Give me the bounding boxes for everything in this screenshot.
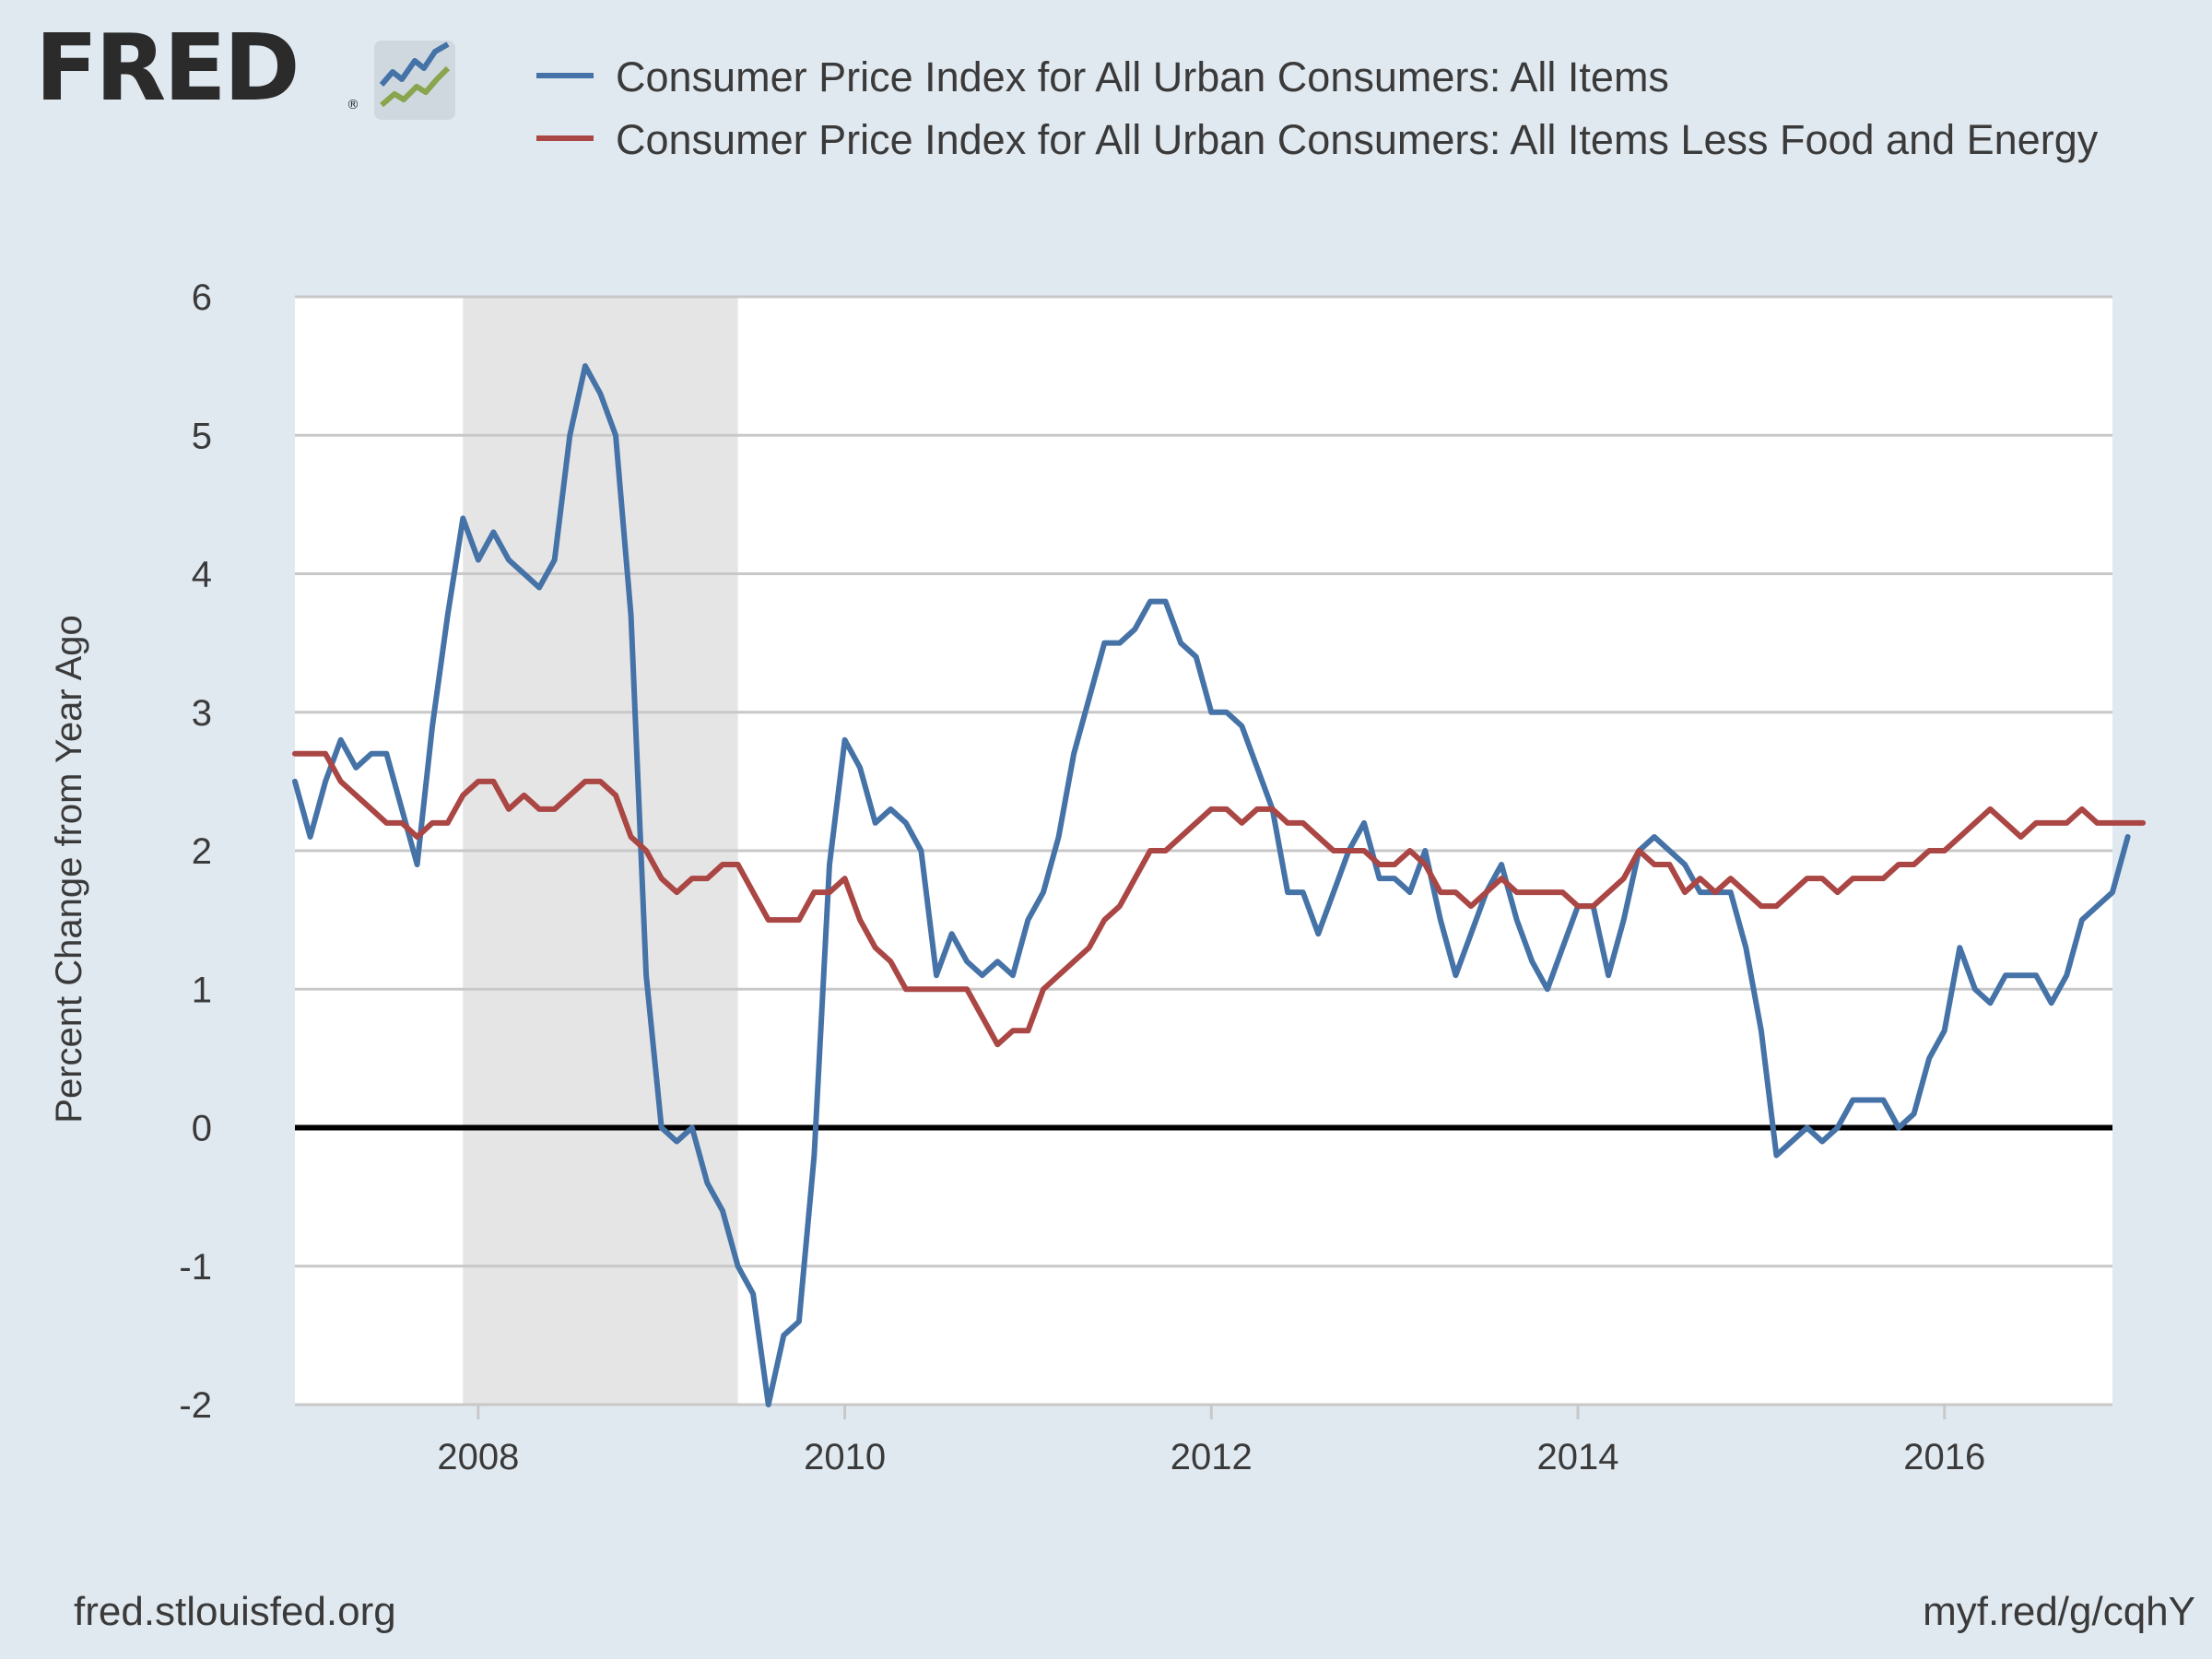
x-axis: 2008 2010 2012 2014 2016 bbox=[295, 1403, 2112, 1477]
legend-item-cpi-core[interactable]: Consumer Price Index for All Urban Consu… bbox=[536, 109, 2098, 171]
source-link[interactable]: fred.stlouisfed.org bbox=[74, 1589, 396, 1634]
legend-swatch-blue bbox=[536, 73, 594, 78]
legend-swatch-red bbox=[536, 135, 594, 141]
y-axis: -2 -1 0 1 2 3 4 5 6 bbox=[179, 277, 212, 1426]
y-tick-label: 1 bbox=[192, 970, 212, 1010]
series-lines bbox=[292, 363, 2147, 1407]
y-tick-label: 2 bbox=[192, 831, 212, 872]
fred-logo[interactable]: FRED ® bbox=[35, 22, 455, 120]
x-tick-label: 2012 bbox=[1171, 1437, 1253, 1477]
y-tick-label: -2 bbox=[179, 1385, 212, 1426]
y-axis-title: Percent Change from Year Ago bbox=[49, 615, 89, 1123]
x-tick-label: 2014 bbox=[1537, 1437, 1619, 1477]
chart-legend: Consumer Price Index for All Urban Consu… bbox=[536, 46, 2098, 171]
x-tick-label: 2016 bbox=[1903, 1437, 1985, 1477]
series-line-2 bbox=[292, 750, 2147, 1048]
logo-registered-mark: ® bbox=[347, 98, 359, 112]
legend-label: Consumer Price Index for All Urban Consu… bbox=[616, 53, 1669, 100]
short-link[interactable]: myf.red/g/cqhY bbox=[1923, 1589, 2195, 1634]
y-tick-label: -1 bbox=[179, 1247, 212, 1288]
series-line-1 bbox=[292, 363, 2131, 1407]
legend-item-cpi-all-items[interactable]: Consumer Price Index for All Urban Consu… bbox=[536, 46, 2098, 109]
y-tick-label: 6 bbox=[192, 277, 212, 318]
x-tick-label: 2008 bbox=[437, 1437, 519, 1477]
y-tick-label: 5 bbox=[192, 416, 212, 456]
logo-wordmark: FRED bbox=[35, 14, 300, 122]
y-tick-label: 0 bbox=[192, 1109, 212, 1149]
y-tick-label: 3 bbox=[192, 693, 212, 734]
line-chart-icon bbox=[374, 41, 455, 120]
x-tick-label: 2010 bbox=[804, 1437, 886, 1477]
legend-label: Consumer Price Index for All Urban Consu… bbox=[616, 116, 2099, 163]
y-tick-label: 4 bbox=[192, 555, 212, 595]
